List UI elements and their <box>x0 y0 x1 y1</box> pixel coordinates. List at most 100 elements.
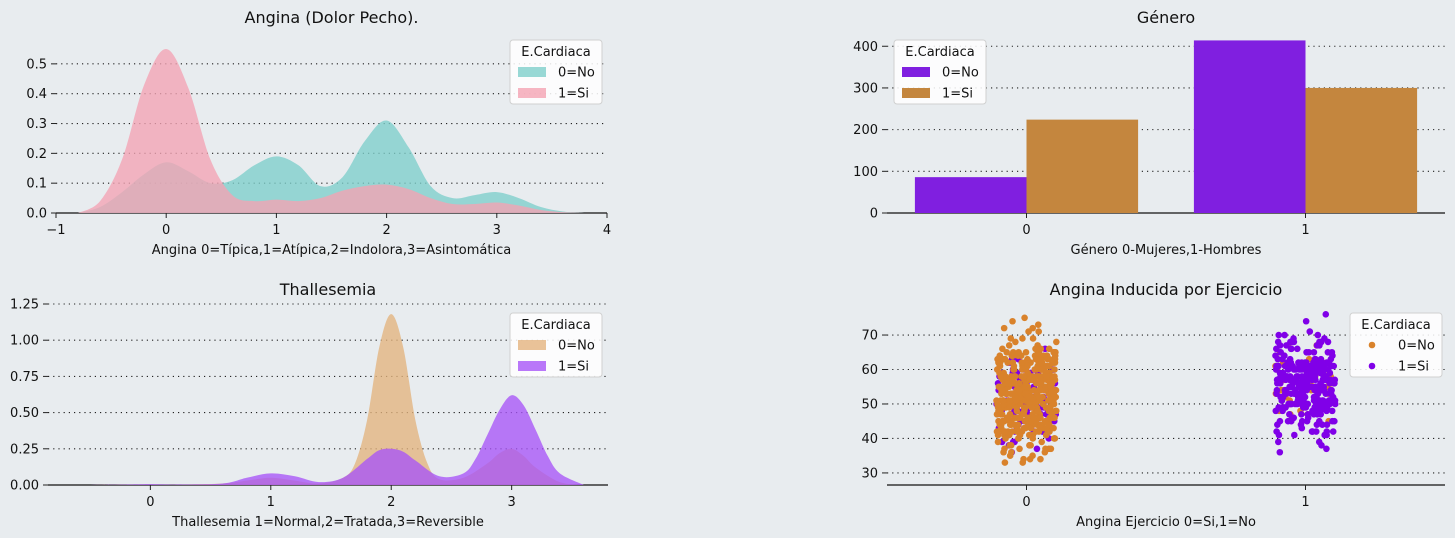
scatter-point <box>1277 373 1284 380</box>
scatter-point <box>994 438 1002 446</box>
scatter-point <box>1281 331 1288 339</box>
scatter-point <box>1051 366 1058 373</box>
legend: E.Cardiaca 0=No 1=Si <box>893 39 987 105</box>
legend-swatch <box>518 361 546 371</box>
scatter-point <box>1010 366 1018 373</box>
x-tick-label: 2 <box>387 495 395 510</box>
chart-title: Thallesemia <box>279 280 376 299</box>
scatter-point <box>1319 366 1326 373</box>
scatter-point <box>1048 411 1056 418</box>
scatter-point <box>1037 379 1045 387</box>
x-tick-label: 0 <box>1022 495 1030 510</box>
scatter-point <box>1303 348 1310 356</box>
y-tick-label: 70 <box>861 329 878 344</box>
x-axis-label: Thallesemia 1=Normal,2=Tratada,3=Reversi… <box>171 515 484 530</box>
scatter-point <box>1272 366 1280 373</box>
scatter-point <box>1035 328 1042 335</box>
x-tick-label: 3 <box>493 223 501 238</box>
scatter-point <box>1322 390 1330 397</box>
bar <box>914 177 1027 213</box>
scatter-point <box>1024 417 1032 425</box>
scatter-point <box>1314 366 1321 373</box>
scatter-point <box>1289 379 1297 387</box>
scatter-point <box>1050 400 1058 408</box>
scatter-point <box>1018 359 1026 366</box>
scatter-point <box>1288 345 1295 353</box>
bar <box>1026 119 1139 213</box>
scatter-point <box>1298 411 1305 418</box>
scatter-point <box>1318 421 1326 428</box>
scatter-point <box>1035 393 1043 401</box>
scatter-point <box>1043 373 1050 380</box>
scatter-point <box>1037 345 1045 353</box>
scatter-point <box>1014 424 1021 432</box>
scatter-point <box>1286 411 1293 418</box>
scatter-point <box>1020 373 1028 380</box>
scatter-point <box>1047 445 1055 453</box>
scatter-point <box>1005 342 1013 349</box>
scatter-point <box>1025 431 1033 439</box>
scatter-point <box>1002 390 1010 397</box>
x-tick-label: 2 <box>382 223 390 238</box>
y-tick-label: 300 <box>853 81 878 96</box>
scatter-point <box>1329 428 1337 435</box>
scatter-point <box>1022 383 1030 391</box>
y-tick-label: 0.75 <box>10 370 39 385</box>
x-tick-label: 0 <box>146 495 154 510</box>
scatter-point <box>1289 362 1296 370</box>
scatter-point <box>1012 397 1020 404</box>
legend-title: E.Cardiaca <box>905 45 974 60</box>
x-tick-label: 4 <box>603 223 611 238</box>
scatter-point <box>1026 376 1034 384</box>
density-area-1si <box>78 48 585 214</box>
scatter-point <box>1283 373 1290 380</box>
scatter-point <box>1007 335 1015 342</box>
scatter-point <box>1013 407 1021 415</box>
scatter-point <box>1009 359 1017 366</box>
y-tick-label: 30 <box>861 466 878 481</box>
scatter-point <box>1323 407 1330 415</box>
y-tick-label: 0.50 <box>10 406 39 421</box>
scatter-point <box>1278 397 1286 404</box>
scatter-point <box>1039 400 1047 408</box>
scatter-point <box>1331 376 1339 384</box>
scatter-point <box>1290 335 1297 342</box>
scatter-point <box>1276 448 1284 456</box>
scatter-point <box>1051 435 1059 442</box>
scatter-point <box>1274 338 1282 346</box>
x-tick-label: −1 <box>46 223 65 238</box>
scatter-point <box>1015 348 1022 356</box>
scatter-point <box>1307 369 1315 377</box>
scatter-point <box>1045 421 1053 428</box>
scatter-point <box>1298 373 1306 380</box>
scatter-point <box>1033 366 1040 373</box>
scatter-point <box>1311 355 1319 363</box>
scatter-point <box>1015 386 1023 394</box>
scatter-point <box>1015 379 1023 387</box>
legend-title: E.Cardiaca <box>521 45 590 60</box>
scatter-point <box>1302 317 1310 325</box>
scatter-point <box>1316 386 1324 394</box>
scatter-point <box>1024 362 1031 370</box>
scatter-point <box>1006 452 1014 459</box>
scatter-point <box>1025 393 1032 401</box>
scatter-point <box>1275 331 1283 339</box>
legend-label: 0=No <box>558 66 595 81</box>
scatter-point <box>1284 359 1292 366</box>
scatter-point <box>1329 352 1336 360</box>
legend-swatch <box>518 67 546 77</box>
scatter-point <box>1038 359 1046 366</box>
legend: E.Cardiaca 0=No 1=Si <box>509 39 603 105</box>
legend-swatch <box>518 88 546 98</box>
scatter-point <box>1022 348 1030 356</box>
legend-box <box>1349 312 1443 378</box>
scatter-point <box>1022 424 1029 432</box>
x-axis-label: Género 0-Mujeres,1-Hombres <box>1071 243 1262 258</box>
legend: E.Cardiaca 0=No 1=Si <box>509 312 603 378</box>
scatter-point <box>1016 431 1024 439</box>
scatter-point <box>1000 324 1008 332</box>
scatter-point <box>1011 379 1018 387</box>
legend-swatch <box>902 67 930 77</box>
legend: E.Cardiaca 0=No 1=Si <box>1349 312 1443 378</box>
legend-label: 1=Si <box>942 87 973 102</box>
